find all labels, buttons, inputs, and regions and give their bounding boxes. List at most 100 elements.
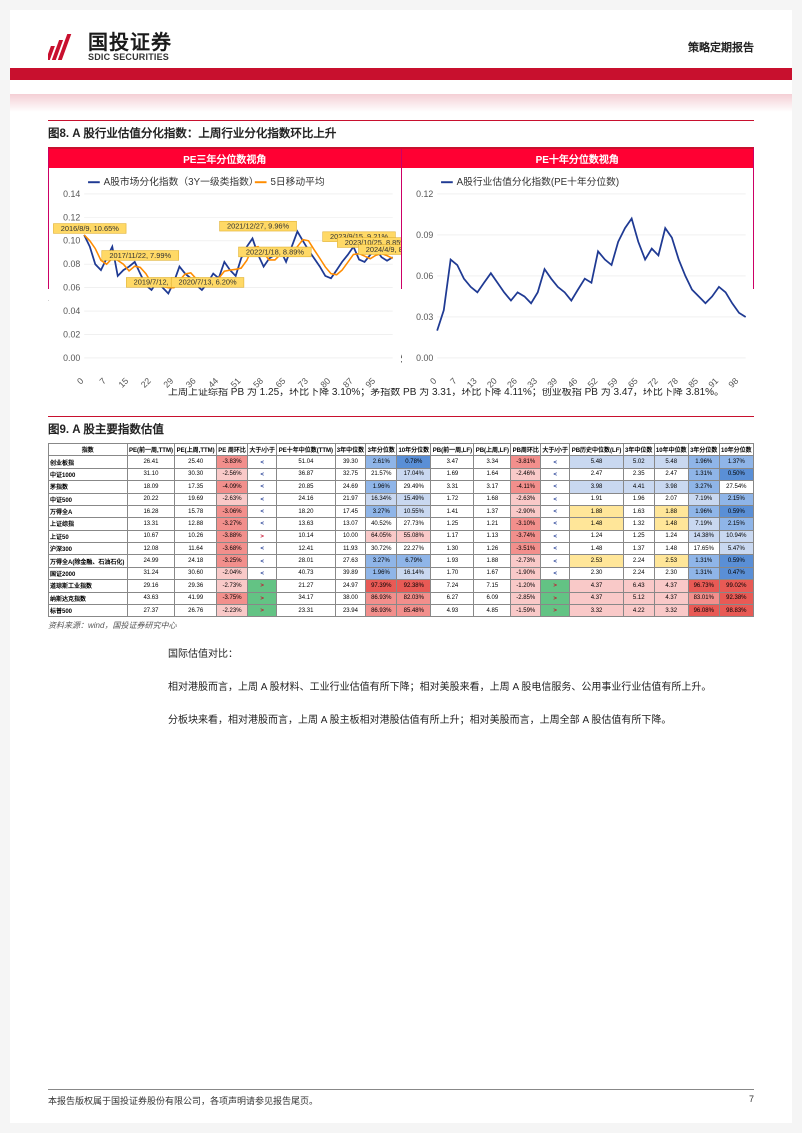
svg-text:0.00: 0.00	[416, 353, 433, 363]
table-header: PB(上周,LF)	[474, 444, 511, 456]
table-cell: <	[541, 555, 570, 567]
table-cell: 4.37	[654, 580, 688, 592]
table-cell: 3.32	[654, 604, 688, 616]
table-cell: 39.30	[335, 456, 366, 468]
table-cell: 26.76	[175, 604, 217, 616]
table-cell: 1.48	[654, 543, 688, 555]
table-cell: 1.93	[431, 555, 474, 567]
svg-text:7: 7	[97, 376, 108, 387]
table-cell: >	[541, 580, 570, 592]
table-cell: 1.96%	[366, 567, 397, 579]
table-cell: 1.96	[623, 493, 654, 505]
table-cell: -2.90%	[511, 505, 541, 517]
svg-text:20: 20	[484, 376, 498, 388]
table-cell: 1.17	[431, 530, 474, 542]
figure9-table: 指数PE(前一周,TTM)PE(上周,TTM)PE 周环比大于/小于PE十年中位…	[48, 443, 754, 617]
table-cell: 万得全A(除金融、石油石化)	[49, 555, 128, 567]
table-row: 道琼斯工业指数29.1629.36-2.73%>21.2724.9797.39%…	[49, 580, 754, 592]
svg-text:44: 44	[206, 376, 220, 388]
svg-text:87: 87	[341, 376, 355, 388]
table-cell: <	[541, 530, 570, 542]
table-cell: 22.27%	[397, 543, 431, 555]
table-cell: -3.83%	[216, 456, 247, 468]
table-cell: 24.99	[127, 555, 175, 567]
table-cell: 99.02%	[719, 580, 753, 592]
table-row: 国证200031.2430.60-2.04%<40.7339.891.96%16…	[49, 567, 754, 579]
table-cell: 2.07	[654, 493, 688, 505]
table-header: PB历史中位数(LF)	[570, 444, 624, 456]
table-cell: -3.81%	[511, 456, 541, 468]
table-cell: 4.93	[431, 604, 474, 616]
table-cell: 2.61%	[366, 456, 397, 468]
svg-text:0.10: 0.10	[63, 236, 80, 246]
table-cell: 17.45	[335, 505, 366, 517]
table-cell: 96.08%	[688, 604, 719, 616]
table-cell: -2.73%	[511, 555, 541, 567]
table-cell: 5.48	[654, 456, 688, 468]
table-cell: 14.38%	[688, 530, 719, 542]
table-cell: 4.22	[623, 604, 654, 616]
table-cell: 1.64	[474, 468, 511, 480]
table-cell: >	[541, 592, 570, 604]
table-cell: 1.37	[623, 543, 654, 555]
table-cell: 36.87	[277, 468, 335, 480]
table-header: 3年中位数	[335, 444, 366, 456]
table-cell: 17.65%	[688, 543, 719, 555]
table-cell: -1.20%	[511, 580, 541, 592]
table-cell: 1.21	[474, 518, 511, 530]
table-cell: 41.99	[175, 592, 217, 604]
table-cell: <	[541, 505, 570, 517]
table-cell: 16.28	[127, 505, 175, 517]
table-cell: <	[248, 555, 277, 567]
table-cell: 15.78	[175, 505, 217, 517]
section-b-p2: 分板块来看，相对港股而言，上周 A 股主板相对港股估值有所上升；相对美股而言，上…	[168, 711, 754, 730]
table-cell: >	[248, 592, 277, 604]
table-cell: 4.37	[654, 592, 688, 604]
table-cell: -2.23%	[216, 604, 247, 616]
table-cell: 40.73	[277, 567, 335, 579]
table-cell: -2.63%	[216, 493, 247, 505]
table-cell: 万得全A	[49, 505, 128, 517]
table-cell: <	[248, 481, 277, 493]
svg-text:2021/12/27, 9.96%: 2021/12/27, 9.96%	[227, 221, 290, 230]
figure8-right-title: PE十年分位数视角	[402, 149, 754, 168]
footer-text: 本报告版权属于国投证券股份有限公司，各项声明请参见报告尾页。	[48, 1094, 318, 1107]
table-cell: 24.16	[277, 493, 335, 505]
table-cell: <	[248, 543, 277, 555]
table-cell: 1.25	[431, 518, 474, 530]
company-name-cn: 国投证券	[88, 33, 172, 53]
table-cell: 3.17	[474, 481, 511, 493]
table-cell: <	[541, 543, 570, 555]
svg-text:65: 65	[625, 376, 639, 388]
svg-text:80: 80	[318, 376, 332, 388]
table-cell: <	[248, 493, 277, 505]
table-cell: 92.38%	[719, 592, 753, 604]
table-cell: 2.47	[654, 468, 688, 480]
table-row: 上证综指13.3112.88-3.27%<13.6313.0740.52%27.…	[49, 518, 754, 530]
table-cell: 16.14%	[397, 567, 431, 579]
table-cell: 1.96%	[366, 481, 397, 493]
table-cell: 4.41	[623, 481, 654, 493]
table-cell: 1.37	[474, 505, 511, 517]
page-number: 7	[749, 1094, 754, 1107]
table-cell: 2.35	[623, 468, 654, 480]
svg-text:0.14: 0.14	[63, 189, 80, 199]
table-cell: -3.68%	[216, 543, 247, 555]
table-cell: 1.48	[570, 518, 624, 530]
table-cell: 1.96%	[688, 505, 719, 517]
svg-text:5日移动平均: 5日移动平均	[270, 175, 324, 188]
table-cell: 29.36	[175, 580, 217, 592]
table-row: 创业板指26.4125.40-3.83%<51.0439.302.61%0.78…	[49, 456, 754, 468]
table-cell: 27.63	[335, 555, 366, 567]
table-cell: 2.47	[570, 468, 624, 480]
svg-text:78: 78	[666, 376, 680, 388]
svg-text:29: 29	[161, 376, 175, 388]
table-cell: 2.30	[654, 567, 688, 579]
table-header: 10年分位数	[397, 444, 431, 456]
table-header: 指数	[49, 444, 128, 456]
logo-block: 国投证券 SDIC SECURITIES	[48, 32, 172, 62]
table-cell: 23.94	[335, 604, 366, 616]
svg-text:0.12: 0.12	[63, 212, 80, 222]
table-cell: 10.55%	[397, 505, 431, 517]
table-cell: -3.10%	[511, 518, 541, 530]
